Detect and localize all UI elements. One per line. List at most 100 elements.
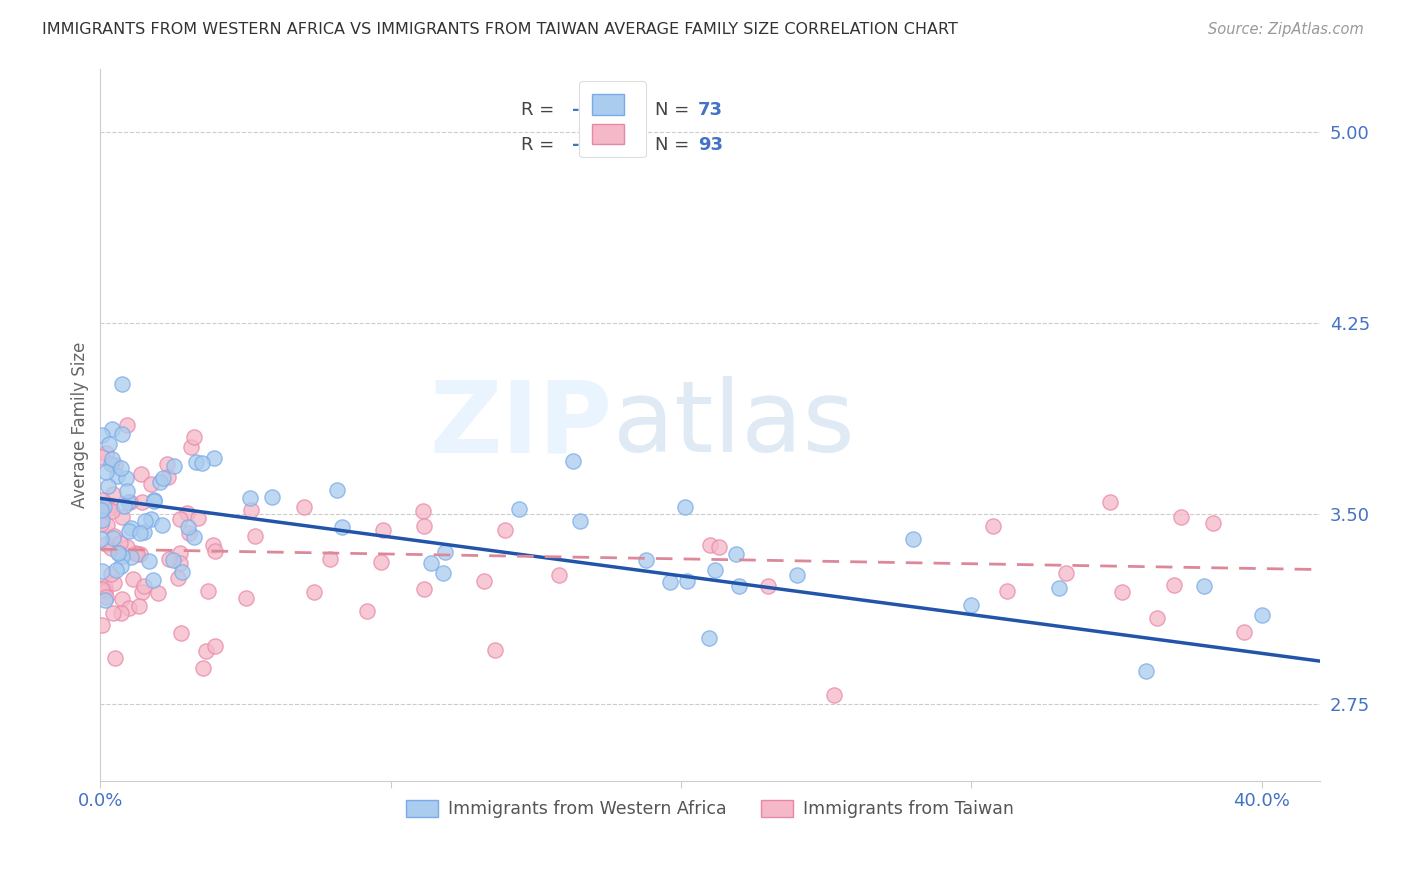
Point bbox=[707, 540, 730, 554]
Point bbox=[105, 563, 128, 577]
Point bbox=[191, 456, 214, 470]
Point bbox=[292, 500, 315, 514]
Point bbox=[157, 552, 180, 566]
Point bbox=[326, 483, 349, 497]
Point bbox=[302, 584, 325, 599]
Point bbox=[97, 502, 120, 516]
Point bbox=[108, 535, 131, 549]
Point bbox=[239, 491, 262, 505]
Point bbox=[91, 428, 114, 442]
Text: 93: 93 bbox=[697, 136, 723, 154]
Point bbox=[115, 483, 138, 498]
Point bbox=[179, 525, 201, 540]
Text: -0.032: -0.032 bbox=[572, 136, 637, 154]
Point bbox=[112, 499, 135, 513]
Point bbox=[636, 552, 658, 566]
Point bbox=[1135, 664, 1157, 678]
Legend: Immigrants from Western Africa, Immigrants from Taiwan: Immigrants from Western Africa, Immigran… bbox=[399, 793, 1021, 825]
Point bbox=[195, 644, 218, 658]
Point bbox=[659, 575, 682, 590]
Point bbox=[786, 567, 808, 582]
Point bbox=[139, 476, 162, 491]
Point bbox=[94, 581, 117, 595]
Point bbox=[142, 573, 165, 587]
Point bbox=[981, 519, 1004, 533]
Point bbox=[90, 618, 112, 632]
Point bbox=[101, 451, 124, 466]
Point bbox=[105, 468, 128, 483]
Text: ZIP: ZIP bbox=[430, 376, 613, 473]
Point bbox=[101, 422, 124, 436]
Point bbox=[91, 492, 114, 507]
Point bbox=[484, 642, 506, 657]
Point bbox=[111, 510, 134, 524]
Point bbox=[170, 566, 193, 580]
Point bbox=[169, 511, 191, 525]
Point bbox=[1099, 495, 1122, 509]
Point bbox=[94, 445, 117, 459]
Point bbox=[149, 475, 172, 490]
Point bbox=[124, 546, 146, 560]
Point bbox=[98, 499, 121, 513]
Point bbox=[561, 454, 583, 468]
Point bbox=[243, 529, 266, 543]
Point bbox=[1146, 611, 1168, 625]
Point bbox=[118, 601, 141, 615]
Point bbox=[319, 551, 342, 566]
Point bbox=[1192, 578, 1215, 592]
Point bbox=[547, 567, 569, 582]
Point bbox=[197, 583, 219, 598]
Point bbox=[756, 578, 779, 592]
Point bbox=[115, 540, 138, 554]
Point bbox=[704, 563, 727, 577]
Point bbox=[104, 650, 127, 665]
Text: IMMIGRANTS FROM WESTERN AFRICA VS IMMIGRANTS FROM TAIWAN AVERAGE FAMILY SIZE COR: IMMIGRANTS FROM WESTERN AFRICA VS IMMIGR… bbox=[42, 22, 957, 37]
Point bbox=[91, 513, 114, 527]
Point bbox=[569, 514, 592, 528]
Point bbox=[118, 524, 141, 538]
Point bbox=[96, 590, 118, 604]
Point bbox=[169, 556, 191, 570]
Text: 73: 73 bbox=[697, 101, 723, 119]
Point bbox=[101, 606, 124, 620]
Point bbox=[143, 492, 166, 507]
Point bbox=[370, 555, 392, 569]
Point bbox=[240, 503, 263, 517]
Point bbox=[127, 548, 149, 562]
Point bbox=[128, 526, 150, 541]
Point bbox=[1170, 510, 1192, 524]
Point bbox=[1250, 608, 1272, 623]
Point bbox=[699, 538, 721, 552]
Point bbox=[176, 506, 198, 520]
Point bbox=[728, 579, 751, 593]
Point bbox=[419, 556, 441, 570]
Point bbox=[903, 532, 925, 546]
Point bbox=[97, 436, 120, 450]
Point bbox=[163, 458, 186, 473]
Point bbox=[1047, 581, 1070, 595]
Point bbox=[332, 520, 354, 534]
Point bbox=[103, 576, 125, 591]
Point bbox=[90, 503, 112, 517]
Point bbox=[139, 512, 162, 526]
Point bbox=[413, 582, 436, 597]
Point bbox=[115, 471, 138, 485]
Text: R =: R = bbox=[522, 101, 560, 119]
Point bbox=[1202, 516, 1225, 530]
Point bbox=[699, 632, 721, 646]
Point bbox=[128, 547, 150, 561]
Text: Source: ZipAtlas.com: Source: ZipAtlas.com bbox=[1208, 22, 1364, 37]
Point bbox=[960, 598, 983, 612]
Point bbox=[134, 524, 156, 539]
Point bbox=[131, 495, 153, 509]
Point bbox=[104, 458, 127, 472]
Point bbox=[1163, 578, 1185, 592]
Point bbox=[90, 517, 112, 532]
Point bbox=[180, 440, 202, 454]
Text: N =: N = bbox=[655, 101, 695, 119]
Text: R =: R = bbox=[522, 136, 560, 154]
Point bbox=[90, 582, 112, 597]
Point bbox=[494, 524, 516, 538]
Point bbox=[101, 503, 124, 517]
Point bbox=[110, 461, 132, 475]
